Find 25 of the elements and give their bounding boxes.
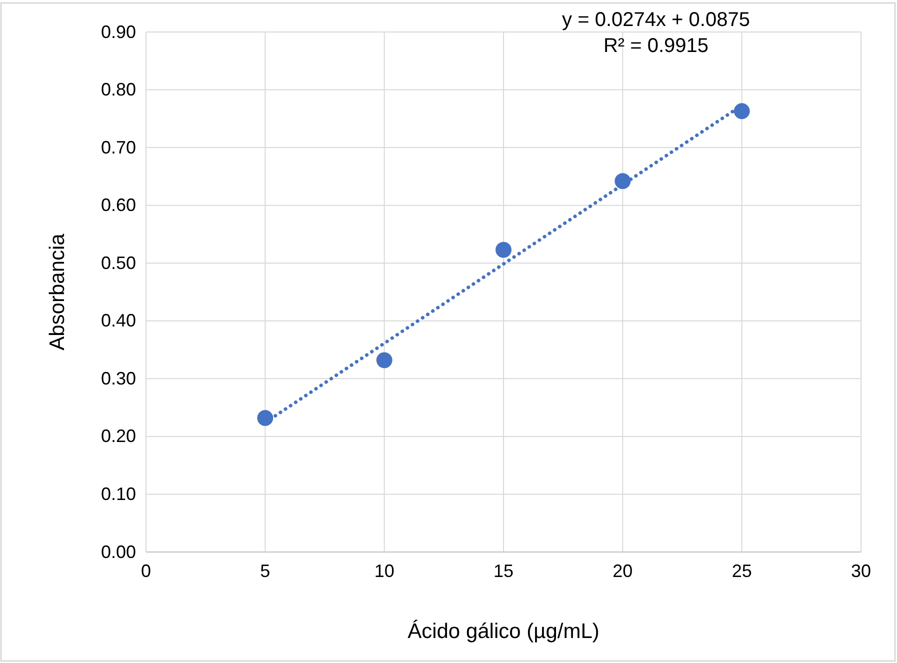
x-tick-label: 0 [140,560,152,581]
point [257,410,274,426]
text: y = 0.0274x + 0.0875 [562,9,750,31]
point [496,242,512,258]
y-tick-label: 0.40 [100,310,136,331]
y-tick-label: 0.00 [100,542,136,562]
y-tick-label: 0.30 [100,368,136,388]
x-tick-label: 10 [374,560,394,581]
y-tick-label: 0.90 [100,22,136,42]
x-tick-label: 25 [732,560,752,581]
x-tick-label: 20 [612,560,633,581]
y-tick-label: 0.70 [100,137,136,158]
y-tick-label: 0.20 [100,426,136,446]
y-tick-label: 0.50 [100,252,136,273]
y-tick-label: 0.80 [100,80,136,100]
point [376,352,392,368]
x-tick-label: 30 [850,560,872,581]
y-axis-title: Absorbancia [46,233,69,350]
point [734,103,750,120]
x-tick-label: 5 [260,560,270,581]
y-tick-label: 0.10 [100,484,136,504]
y-tick-label: 0.60 [100,195,136,216]
x-axis-title: Ácido gálico (µg/mL) [408,619,600,643]
annotation: R² = 0.9915 [603,35,709,57]
x-tick-label: 15 [493,560,514,581]
